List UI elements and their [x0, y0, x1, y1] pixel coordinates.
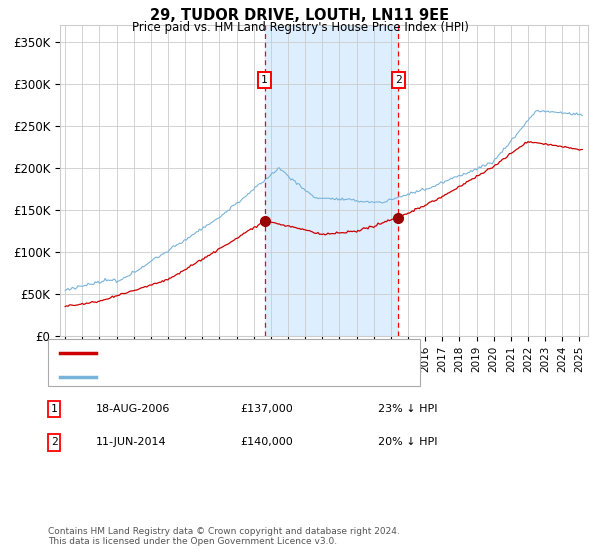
Text: 23% ↓ HPI: 23% ↓ HPI — [378, 404, 437, 414]
Text: Contains HM Land Registry data © Crown copyright and database right 2024.
This d: Contains HM Land Registry data © Crown c… — [48, 526, 400, 546]
Text: 29, TUDOR DRIVE, LOUTH, LN11 9EE (detached house): 29, TUDOR DRIVE, LOUTH, LN11 9EE (detach… — [102, 348, 387, 358]
Text: 18-AUG-2006: 18-AUG-2006 — [96, 404, 170, 414]
Text: £137,000: £137,000 — [240, 404, 293, 414]
Text: 1: 1 — [50, 404, 58, 414]
Text: 20% ↓ HPI: 20% ↓ HPI — [378, 437, 437, 447]
Text: 2: 2 — [395, 75, 402, 85]
Text: 1: 1 — [261, 75, 268, 85]
Bar — [265, 25, 398, 336]
Text: 2: 2 — [50, 437, 58, 447]
Text: 29, TUDOR DRIVE, LOUTH, LN11 9EE: 29, TUDOR DRIVE, LOUTH, LN11 9EE — [151, 8, 449, 24]
Text: Price paid vs. HM Land Registry's House Price Index (HPI): Price paid vs. HM Land Registry's House … — [131, 21, 469, 34]
Text: £140,000: £140,000 — [240, 437, 293, 447]
Text: 11-JUN-2014: 11-JUN-2014 — [96, 437, 167, 447]
Text: HPI: Average price, detached house, East Lindsey: HPI: Average price, detached house, East… — [102, 372, 361, 382]
